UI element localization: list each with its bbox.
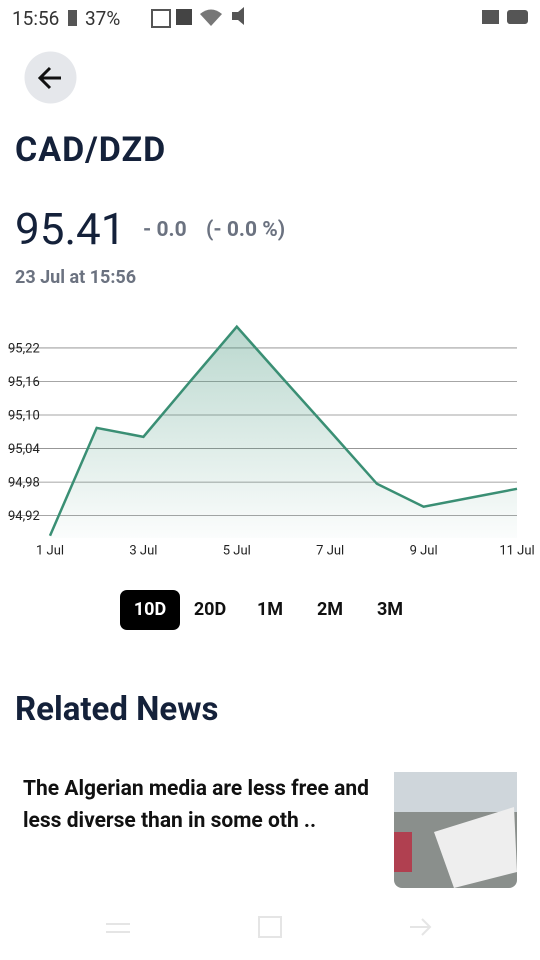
article-image[interactable] [394,772,517,888]
y-tick-label: 95,04 [8,442,40,457]
range-button[interactable]: 10D [120,590,180,630]
status-time: 15:56 [12,7,60,30]
range-button[interactable]: 20D [193,599,227,620]
y-tick-label: 95,10 [8,408,40,423]
x-tick-label: 7 Jul [316,543,344,558]
status-icons [68,7,528,28]
news-heading: Related News [15,690,219,729]
status-battery: 37% [85,7,121,30]
line [48,324,518,537]
range-button[interactable]: 2M [316,599,344,620]
article-title[interactable]: The Algerian media are less free and les… [23,777,369,833]
y-tick-label: 94,98 [8,476,40,491]
range-button[interactable]: 1M [256,599,284,620]
nav-bar [106,916,432,938]
range-selector: 10D 20D 1M 2M 3M [120,590,420,630]
change-percent: (- 0.0 %) [206,218,286,242]
x-tick-label: 9 Jul [410,543,438,558]
y-tick-label: 94,92 [8,509,40,524]
x-tick-label: 5 Jul [223,543,251,558]
price: 95.41 [15,203,126,255]
back-button[interactable] [24,51,77,104]
range-button[interactable]: 3M [376,599,404,620]
x-tick-label: 11 Jul [499,543,534,558]
chart: 94,92 94,98 95,04 95,10 95,16 95,22 1 Jul 3 Jul… [8,324,535,558]
timestamp: 23 Jul at 15:56 [15,267,137,288]
area [50,326,517,538]
y-tick-label: 95,16 [8,375,40,390]
pair-title: CAD/DZD [15,130,167,170]
x-tick-label: 3 Jul [129,543,157,558]
change: - 0.0 [143,218,187,242]
y-tick-label: 95,22 [8,341,40,356]
x-tick-label: 1 Jul [36,543,64,558]
